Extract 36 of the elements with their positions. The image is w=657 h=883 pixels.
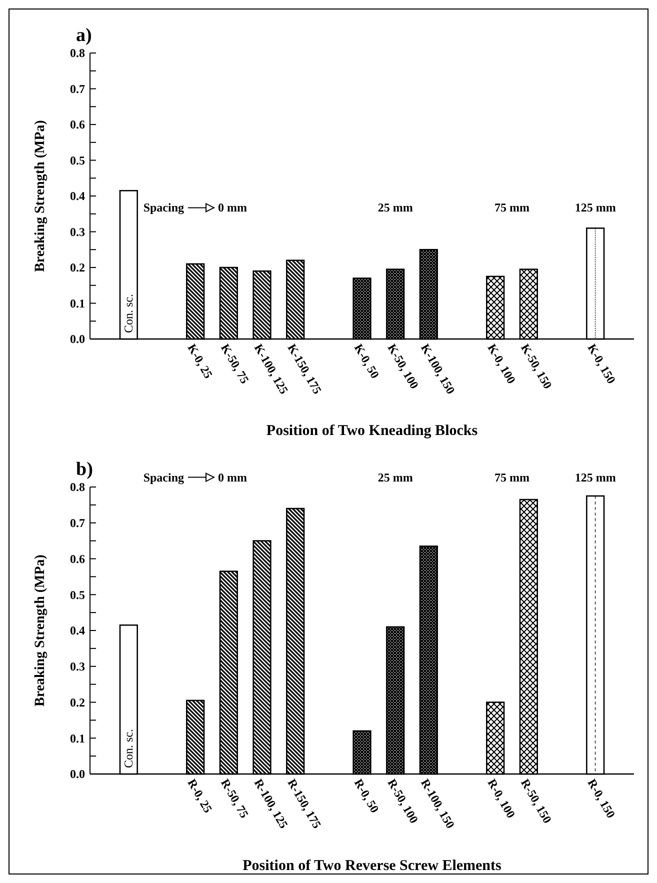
y-tick-label: 0.3 bbox=[70, 224, 85, 239]
y-tick-label: 0.6 bbox=[70, 552, 85, 566]
y-tick-label: 0.6 bbox=[70, 118, 85, 132]
y-tick-label: 0.7 bbox=[70, 516, 85, 530]
y-tick-label: 0.8 bbox=[70, 46, 85, 60]
y-tick-label: 0.5 bbox=[70, 153, 85, 168]
y-tick-label: 0.0 bbox=[70, 332, 85, 346]
y-tick-label: 0.8 bbox=[70, 480, 85, 494]
x-axis-title: Position of Two Kneading Blocks bbox=[266, 423, 478, 439]
annotation: Spacing bbox=[143, 200, 184, 215]
annotation: 75 mm bbox=[494, 200, 530, 215]
y-tick-label: 0.2 bbox=[70, 260, 85, 275]
y-axis-title: Breaking Strength (MPa) bbox=[33, 554, 48, 706]
annotation: 25 mm bbox=[378, 200, 413, 215]
text: 125 mm bbox=[574, 470, 616, 484]
y-tick-label: 0.3 bbox=[70, 660, 85, 674]
text: 0 mm bbox=[218, 470, 247, 484]
y-tick-label: 0.7 bbox=[70, 82, 85, 96]
chart-title: b) bbox=[76, 459, 93, 480]
y-axis-title: Breaking Strength (MPa) bbox=[33, 120, 48, 272]
chart-title: a) bbox=[76, 25, 92, 46]
x-tick-label: Con. sc. bbox=[122, 294, 136, 333]
y-tick-label: 0.1 bbox=[70, 296, 85, 310]
y-tick-label: 0.1 bbox=[70, 731, 85, 746]
y-tick-label: 0.2 bbox=[70, 695, 85, 710]
y-tick-label: 0.0 bbox=[70, 767, 85, 782]
y-tick-label: 0.4 bbox=[70, 189, 85, 204]
x-tick-label: Con. sc. bbox=[122, 729, 136, 768]
text: 75 mm bbox=[494, 470, 530, 484]
annotation: 125 mm bbox=[574, 200, 616, 215]
y-tick-label: 0.5 bbox=[70, 588, 85, 602]
x-axis-title: Position of Two Reverse Screw Elements bbox=[242, 858, 502, 874]
y-tick-label: 0.4 bbox=[70, 624, 85, 638]
annotation: 0 mm bbox=[218, 200, 247, 215]
text: 25 mm bbox=[378, 470, 413, 484]
text: Spacing bbox=[143, 470, 184, 484]
